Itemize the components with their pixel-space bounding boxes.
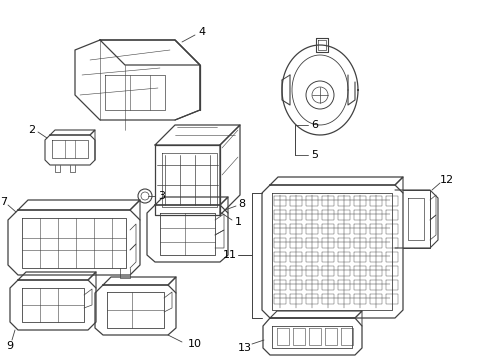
- Text: 10: 10: [187, 339, 202, 349]
- Text: 2: 2: [28, 125, 36, 135]
- Text: 5: 5: [311, 150, 318, 160]
- Text: 1: 1: [234, 217, 241, 227]
- Text: 12: 12: [439, 175, 453, 185]
- Text: 3: 3: [158, 191, 165, 201]
- Text: 11: 11: [223, 250, 237, 260]
- Text: 8: 8: [238, 199, 245, 209]
- Text: 6: 6: [311, 120, 318, 130]
- Text: 13: 13: [238, 343, 251, 353]
- Text: 4: 4: [198, 27, 205, 37]
- Text: 9: 9: [6, 341, 14, 351]
- Text: 7: 7: [0, 197, 7, 207]
